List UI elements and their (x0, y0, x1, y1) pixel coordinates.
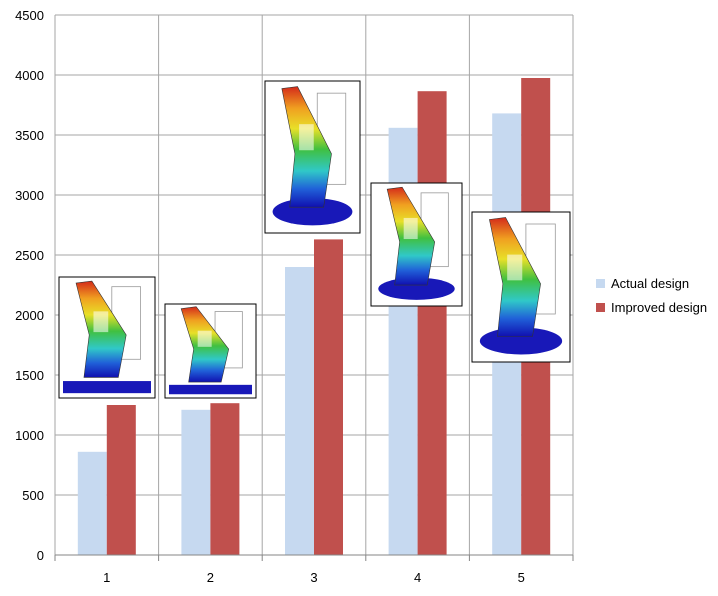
legend-label-actual: Actual design (611, 275, 690, 291)
legend-label-improved: Improved design (611, 299, 708, 315)
fea-inset-image-1 (58, 276, 156, 399)
inset-opening (93, 311, 109, 333)
x-tick-label: 4 (414, 570, 421, 585)
x-tick-label: 2 (207, 570, 214, 585)
y-tick-label: 1500 (15, 368, 44, 383)
y-tick-label: 3000 (15, 188, 44, 203)
fea-inset-image-2 (164, 303, 257, 399)
y-tick-label: 4000 (15, 68, 44, 83)
legend-item-improved: Improved design (596, 296, 707, 318)
x-tick-label: 3 (310, 570, 317, 585)
y-tick-label: 1000 (15, 428, 44, 443)
y-tick-label: 2500 (15, 248, 44, 263)
bar-actual-design (77, 451, 107, 555)
y-tick-label: 4500 (15, 8, 44, 23)
legend-swatch-improved (596, 302, 605, 312)
y-tick-label: 500 (22, 488, 44, 503)
bar-improved-design (314, 239, 343, 555)
x-tick-label: 1 (103, 570, 110, 585)
y-tick-label: 2000 (15, 308, 44, 323)
bar-improved-design (106, 405, 136, 555)
bar-improved-design (417, 91, 447, 555)
inset-opening (299, 124, 314, 151)
bar-actual-design (181, 409, 211, 555)
legend-item-actual: Actual design (596, 272, 707, 294)
fea-inset-image-4 (370, 182, 463, 307)
fea-inset-image-3 (264, 80, 361, 234)
y-tick-label: 3500 (15, 128, 44, 143)
legend: Actual design Improved design (596, 272, 707, 320)
bar-actual-design (285, 267, 314, 555)
y-tick-label: 0 (37, 548, 44, 563)
legend-swatch-actual (596, 278, 605, 288)
inset-opening (403, 217, 418, 240)
fea-inset-image-5 (471, 211, 571, 363)
x-tick-label: 5 (518, 570, 525, 585)
inset-opening (197, 330, 212, 347)
inset-base (169, 384, 252, 395)
bar-improved-design (210, 403, 240, 555)
inset-base (63, 381, 151, 394)
inset-opening (507, 254, 523, 281)
